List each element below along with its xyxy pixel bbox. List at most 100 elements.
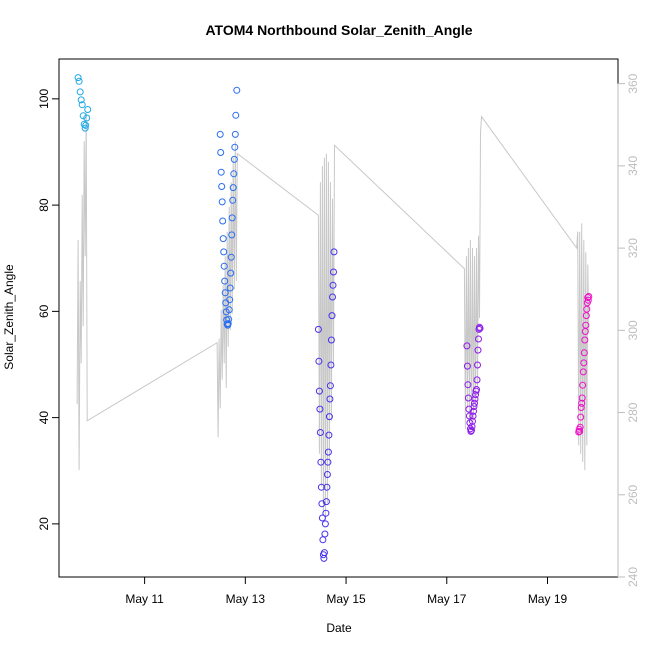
data-point (228, 231, 236, 239)
data-point (321, 530, 329, 538)
secondary-y-tick-label: 360 (626, 73, 640, 93)
data-point (82, 121, 90, 129)
data-point (218, 183, 226, 190)
data-point (580, 349, 588, 357)
y-tick-label: 100 (37, 89, 51, 109)
data-point (473, 376, 481, 384)
data-point (322, 498, 330, 506)
secondary-y-tick-label: 320 (626, 238, 640, 258)
x-tick-label: May 15 (326, 592, 366, 606)
data-point (317, 458, 325, 466)
data-point (323, 471, 331, 478)
data-point (468, 426, 475, 434)
data-point (320, 554, 328, 562)
data-point (231, 143, 239, 151)
data-point (325, 431, 333, 439)
data-point (472, 391, 479, 399)
secondary-y-tick-label: 340 (626, 156, 640, 176)
data-point (217, 168, 225, 176)
data-point (578, 399, 586, 407)
data-point (326, 382, 334, 390)
data-point (576, 423, 584, 431)
data-point (320, 549, 328, 557)
data-point (328, 312, 336, 320)
data-point (78, 101, 86, 109)
y-axis-label: Solar_Zenith_Angle (2, 264, 16, 370)
plot-frame (58, 58, 619, 578)
data-point (77, 96, 85, 104)
data-point (318, 500, 326, 508)
data-point (473, 386, 480, 393)
data-point (323, 483, 331, 491)
y-tick-label: 40 (37, 411, 51, 425)
x-tick-label: May 17 (427, 592, 467, 606)
data-point (471, 399, 478, 407)
data-point (578, 394, 586, 402)
data-point (224, 320, 232, 328)
data-point (584, 294, 592, 301)
data-point (329, 293, 336, 301)
secondary-y-tick-label: 300 (626, 320, 640, 340)
data-point (220, 262, 228, 270)
data-point (229, 196, 237, 204)
secondary-y-tick-label: 240 (626, 567, 640, 587)
data-point (219, 217, 227, 225)
secondary-y-axis: 240 260 280 300 320 340 360 (617, 73, 640, 587)
y-axis: 20 40 60 80 100 (37, 89, 60, 531)
data-point (227, 269, 235, 277)
y-tick-label: 20 (37, 517, 51, 531)
data-point (474, 346, 482, 354)
data-point (582, 321, 590, 329)
data-point (464, 394, 472, 402)
x-axis: May 11 May 13 May 15 May 17 May 19 (125, 576, 567, 606)
data-point (584, 296, 592, 304)
data-point (227, 253, 235, 261)
data-point (577, 413, 585, 421)
data-point (231, 130, 239, 138)
data-point (220, 248, 228, 256)
data-point (579, 381, 587, 389)
data-point (319, 536, 327, 544)
data-point (230, 155, 238, 163)
data-point (329, 281, 337, 289)
data-point (221, 289, 229, 297)
data-point (321, 520, 329, 528)
data-point (471, 395, 479, 403)
data-point (579, 368, 587, 376)
data-point (327, 336, 335, 344)
x-tick-label: May 13 (226, 592, 266, 606)
secondary-y-tick-label: 280 (626, 402, 640, 422)
data-point (318, 514, 326, 522)
data-point (230, 170, 238, 178)
heading-line (76, 112, 590, 520)
data-point (232, 111, 240, 119)
data-point (226, 296, 234, 304)
data-point (225, 315, 233, 323)
point-layer (74, 74, 593, 562)
x-tick-label: May 11 (125, 592, 164, 606)
data-point (316, 405, 324, 413)
data-point (226, 284, 234, 292)
data-point (463, 342, 471, 350)
data-point (81, 124, 89, 132)
data-point (228, 214, 236, 222)
data-point (314, 325, 322, 333)
data-point (468, 423, 476, 431)
data-point (325, 413, 333, 421)
data-point (330, 248, 338, 256)
data-point (80, 120, 88, 128)
data-point (233, 86, 241, 94)
data-point (326, 395, 334, 403)
chart-title: ATOM4 Northbound Solar_Zenith_Angle (205, 22, 472, 38)
data-point (466, 425, 474, 433)
data-point (217, 149, 225, 156)
data-point (322, 509, 330, 517)
data-point (577, 404, 585, 411)
data-point (324, 448, 332, 456)
data-point (469, 412, 477, 420)
data-point (225, 306, 233, 314)
data-point (221, 277, 229, 285)
data-point (475, 335, 482, 343)
data-point (585, 293, 593, 300)
